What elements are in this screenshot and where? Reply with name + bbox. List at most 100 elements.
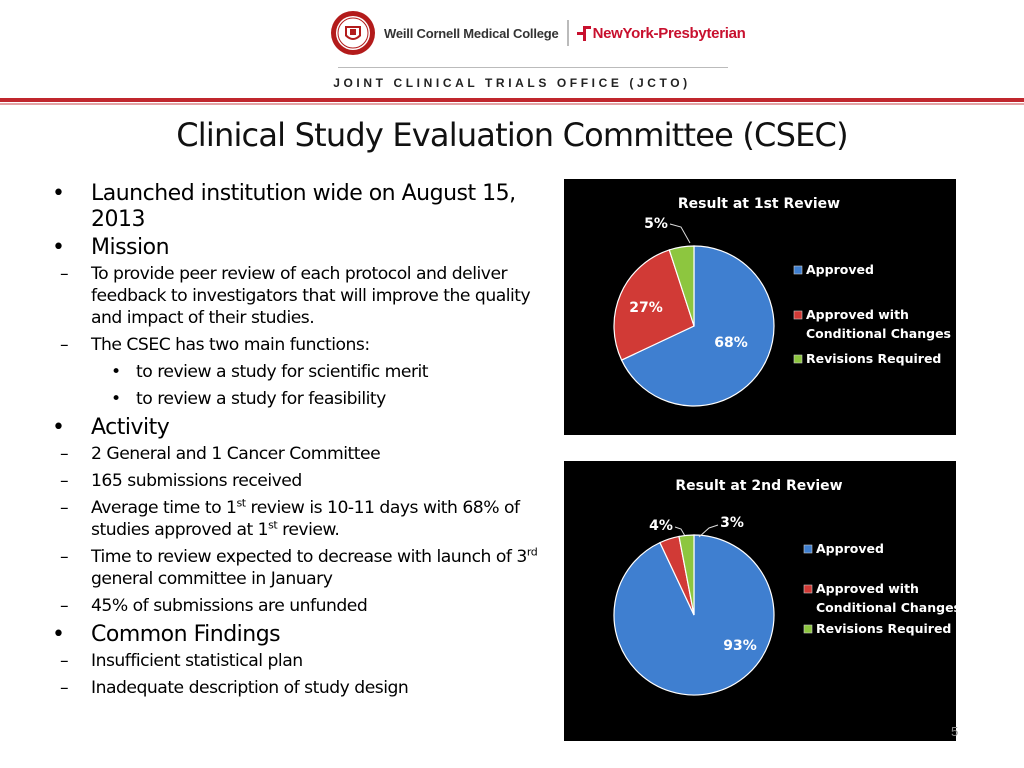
legend-label-1: Approved [816,541,884,556]
activity-sub-2: – 165 submissions received [46,470,561,492]
dash-marker: – [60,444,69,464]
sub-text: 2 General and 1 Cancer Committee [91,444,381,464]
dash-marker: – [60,471,69,491]
bullet-marker: • [52,235,65,260]
mission-function-1: • to review a study for scientific merit [46,361,561,383]
sub-text: To provide peer review of each protocol … [91,264,531,328]
pie-slice-3 [678,534,695,616]
dash-marker: – [60,498,69,518]
legend-label-line: Conditional Changes [816,600,956,615]
legend-label-1: Approved [806,262,874,277]
pie-slice-2 [613,249,695,361]
dash-marker: – [60,547,69,567]
activity-sub-1: – 2 General and 1 Cancer Committee [46,443,561,465]
legend-label-2: Approved with Conditional Changes [806,307,951,341]
bullet-marker: • [52,181,65,206]
chart-title: Result at 2nd Review [675,478,842,494]
legend-swatch-2 [803,584,813,594]
data-label-3: 5% [644,216,668,232]
text-part: Average time to 1 [91,498,237,518]
logo-separator [566,20,569,46]
data-label-3: 3% [720,515,744,531]
dash-marker: – [60,335,69,355]
dash-marker: – [60,678,69,698]
bullet-mission: • Mission [46,235,561,261]
legend-label-2: Approved with Conditional Changes [816,581,956,615]
bullet-activity: • Activity [46,415,561,441]
mission-sub-2: – The CSEC has two main functions: [46,334,561,356]
legend-label-line: Approved with [806,307,909,322]
bullet-text: Common Findings [91,622,281,647]
wcmc-name: Weill Cornell Medical College [384,25,559,41]
superscript: st [268,518,278,532]
data-label-1: 68% [714,335,748,351]
bullet-text: Launched institution wide on August 15, … [91,181,516,232]
pie-slice-3 [668,245,695,327]
bullet-text: Activity [91,415,170,440]
pie-slice-1 [620,245,775,407]
label-leader-line [674,526,686,537]
bullet-marker: • [111,362,121,382]
sub-text: The CSEC has two main functions: [91,335,370,355]
sub-text: Insufficient statistical plan [91,651,303,671]
findings-sub-1: – Insufficient statistical plan [46,650,561,672]
dash-marker: – [60,651,69,671]
nyp-mark-icon [576,26,591,41]
mission-sub-1: – To provide peer review of each protocol… [46,263,561,329]
legend-swatch-3 [803,624,813,634]
findings-sub-2: – Inadequate description of study design [46,677,561,699]
mission-function-2: • to review a study for feasibility [46,388,561,410]
legend-label-3: Revisions Required [816,621,951,636]
bullet-marker: • [111,389,121,409]
legend-swatch-3 [793,354,803,364]
data-label-1: 93% [723,638,757,654]
page-number: 5 [951,724,959,739]
label-leader-line [669,223,691,244]
sub-text: Inadequate description of study design [91,678,409,698]
chart-2nd-review: Result at 2nd Review 93% 4% 3% Approved Appro… [564,461,956,741]
text-part: general committee in January [91,569,333,589]
legend-label-line: Revisions Required [816,621,951,636]
dash-marker: – [60,596,69,616]
dash-marker: – [60,264,69,284]
header-logos: Weill Cornell Medical College NewYork-Pr… [330,8,746,58]
label-leader-line [698,524,719,538]
activity-sub-5: – 45% of submissions are unfunded [46,595,561,617]
text-part: review. [277,520,340,540]
legend-label-line: Revisions Required [806,351,941,366]
slide-title: Clinical Study Evaluation Committee (CSE… [176,116,848,154]
office-name: JOINT CLINICAL TRIALS OFFICE (JCTO) [333,76,691,90]
bullet-findings: • Common Findings [46,622,561,648]
chart-title: Result at 1st Review [678,196,840,212]
sub-text: 165 submissions received [91,471,302,491]
sub-text: 45% of submissions are unfunded [91,596,368,616]
sub-text: to review a study for feasibility [136,389,386,409]
legend-swatch-2 [793,310,803,320]
legend-label-line: Approved with [816,581,919,596]
pie-chart-2: Result at 2nd Review 93% 4% 3% Approved Appro… [613,478,956,696]
header-red-bar-shadow [0,103,1024,105]
bullet-launched: • Launched institution wide on August 15,… [46,181,561,233]
bullet-marker: • [52,415,65,440]
activity-sub-3: – Average time to 1st review is 10-11 day… [46,497,561,541]
superscript: st [236,496,247,510]
superscript: rd [526,545,538,559]
cornell-seal-icon [331,11,375,55]
chart-1st-review: Result at 1st Review 68% 27% 5% Approved Appr… [564,179,956,435]
legend-swatch-1 [803,544,813,554]
activity-sub-4: – Time to review expected to decrease wit… [46,546,561,590]
sub-text: to review a study for scientific merit [136,362,429,382]
bullet-content: • Launched institution wide on August 15,… [46,181,561,704]
pie-chart-1: Result at 1st Review 68% 27% 5% Approved Appr… [613,196,951,407]
nyp-name: NewYork-Presbyterian [592,24,746,42]
data-label-2: 27% [629,300,663,316]
legend-swatch-1 [793,265,803,275]
bullet-marker: • [52,622,65,647]
legend-label-line: Conditional Changes [806,326,951,341]
header-red-bar [0,98,1024,102]
sub-text: Time to review expected to decrease with… [91,545,538,589]
legend-label-3: Revisions Required [806,351,941,366]
sub-text: Average time to 1st review is 10-11 days… [91,496,520,540]
header-rule [338,67,728,68]
text-part: review is 10-11 days with 68% of studies… [91,498,520,540]
